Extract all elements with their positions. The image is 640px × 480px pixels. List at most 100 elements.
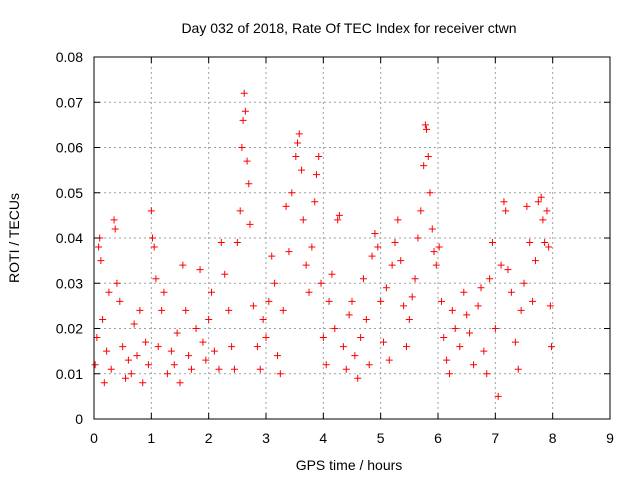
data-point xyxy=(426,189,434,197)
data-point xyxy=(268,252,276,260)
data-point xyxy=(295,130,303,138)
data-point xyxy=(394,216,402,224)
data-point xyxy=(335,211,343,219)
data-point xyxy=(371,229,379,237)
data-point xyxy=(382,284,390,292)
data-point xyxy=(531,257,539,265)
data-point xyxy=(116,297,124,305)
data-point xyxy=(325,297,333,305)
x-tick-label: 5 xyxy=(377,430,385,446)
data-point xyxy=(529,297,537,305)
data-point xyxy=(147,207,155,215)
data-point xyxy=(385,356,393,364)
data-point xyxy=(262,334,270,342)
data-point xyxy=(477,284,485,292)
data-point xyxy=(315,153,323,161)
data-point xyxy=(185,352,193,360)
data-point xyxy=(285,248,293,256)
data-point xyxy=(196,266,204,274)
data-point xyxy=(543,207,551,215)
data-point xyxy=(148,234,156,242)
data-point xyxy=(397,257,405,265)
data-point xyxy=(105,288,113,296)
data-point xyxy=(202,356,210,364)
data-point xyxy=(150,243,158,251)
data-point xyxy=(423,125,431,133)
data-point xyxy=(460,288,468,296)
data-point xyxy=(480,347,488,355)
data-point xyxy=(339,343,347,351)
x-tick-label: 1 xyxy=(147,430,155,446)
data-point xyxy=(334,216,342,224)
data-point xyxy=(548,343,556,351)
data-point xyxy=(430,248,438,256)
x-axis-label: GPS time / hours xyxy=(296,457,403,473)
data-point xyxy=(545,243,553,251)
data-point xyxy=(388,261,396,269)
data-point xyxy=(342,365,350,373)
data-point xyxy=(136,306,144,314)
data-point xyxy=(435,243,443,251)
x-tick-label: 4 xyxy=(319,430,327,446)
data-point xyxy=(279,306,287,314)
y-tick-label: 0.08 xyxy=(56,49,83,65)
data-point xyxy=(238,144,246,151)
y-tick-label: 0.02 xyxy=(56,321,83,337)
data-point xyxy=(144,361,152,369)
data-point xyxy=(225,306,233,314)
data-point xyxy=(154,343,162,351)
data-point xyxy=(160,288,168,296)
data-point xyxy=(424,153,432,161)
data-point xyxy=(294,139,302,147)
data-point xyxy=(377,297,385,305)
data-point xyxy=(158,306,166,314)
data-point xyxy=(405,315,413,323)
y-tick-label: 0.06 xyxy=(56,140,83,156)
data-point xyxy=(365,361,373,369)
x-tick-label: 8 xyxy=(549,430,557,446)
data-point xyxy=(173,329,181,337)
data-point xyxy=(541,239,549,247)
data-point xyxy=(240,89,248,97)
data-point xyxy=(348,297,356,305)
data-point xyxy=(534,198,542,206)
data-point xyxy=(362,315,370,323)
data-point xyxy=(374,243,382,251)
data-point xyxy=(517,306,525,314)
data-point xyxy=(305,288,313,296)
data-point xyxy=(256,365,264,373)
data-point xyxy=(103,347,111,355)
data-point xyxy=(215,365,223,373)
data-point xyxy=(523,202,531,210)
data-point xyxy=(230,365,238,373)
data-point xyxy=(122,374,130,382)
data-point xyxy=(205,315,213,323)
data-point xyxy=(494,392,502,400)
data-point xyxy=(380,338,388,346)
data-point xyxy=(253,343,261,351)
data-point xyxy=(111,225,119,233)
data-point xyxy=(217,239,225,247)
data-point xyxy=(273,352,281,360)
y-tick-label: 0.04 xyxy=(56,230,83,246)
data-point xyxy=(299,216,307,224)
data-point xyxy=(466,329,474,337)
data-point xyxy=(445,370,453,378)
data-point xyxy=(400,302,408,310)
data-point xyxy=(241,107,249,115)
data-point xyxy=(100,379,108,387)
data-point xyxy=(357,334,365,342)
data-point xyxy=(411,275,419,283)
data-point xyxy=(179,261,187,269)
data-point xyxy=(265,297,273,305)
data-point xyxy=(317,279,325,287)
data-point xyxy=(142,338,150,346)
data-point xyxy=(302,261,310,269)
data-point xyxy=(236,207,244,215)
data-point xyxy=(259,315,267,323)
data-point xyxy=(124,356,132,364)
data-point xyxy=(443,356,451,364)
data-point xyxy=(176,379,184,387)
